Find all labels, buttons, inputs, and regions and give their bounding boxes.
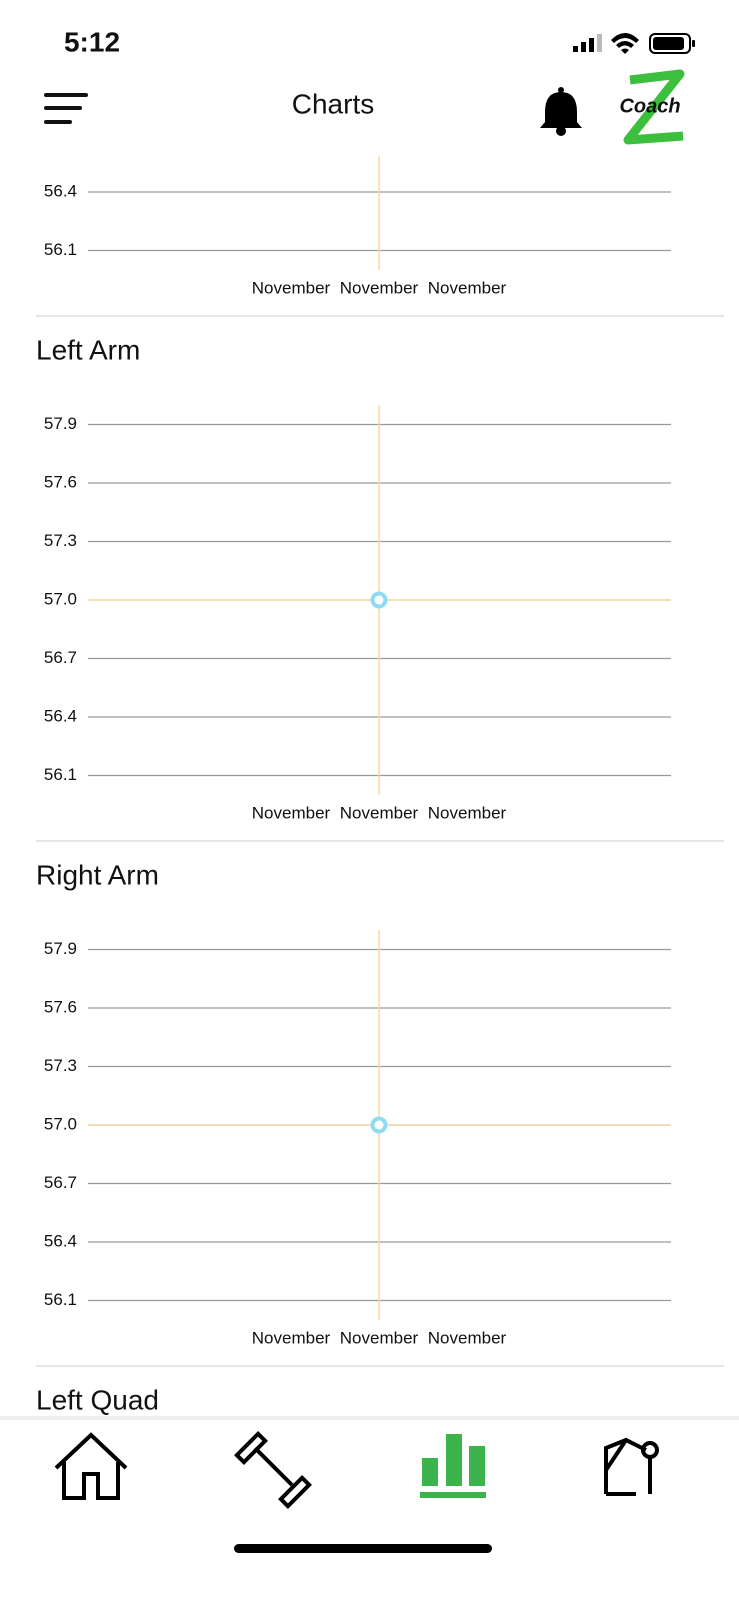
y-tick-label: 56.4: [44, 181, 77, 200]
chart-title: Right Arm: [36, 859, 159, 890]
charts-content: 56.1 56.4 November November November Left Arm…: [36, 0, 724, 1415]
y-tick-label: 57.9: [44, 939, 77, 958]
logo-text: Coach: [619, 95, 680, 117]
y-tick-label: 56.1: [44, 240, 77, 259]
status-icons: [573, 33, 695, 54]
y-tick-label: 56.4: [44, 706, 77, 725]
y-tick-label: 56.7: [44, 1173, 77, 1192]
y-tick-label: 56.1: [44, 1290, 77, 1309]
x-tick-label: November: [428, 278, 507, 297]
y-tick-label: 56.4: [44, 1231, 77, 1250]
workout-tab[interactable]: [234, 1431, 312, 1509]
nutrition-tab[interactable]: [604, 1437, 659, 1496]
x-tick-label: November: [252, 803, 331, 822]
top-bar: 5:12 Charts Coach: [0, 0, 739, 156]
x-tick-label: November: [340, 278, 419, 297]
bottom-nav-bg: [0, 1420, 739, 1600]
y-tick-label: 57.9: [44, 414, 77, 433]
chart-title: Left Arm: [36, 334, 140, 365]
y-tick-label: 57.6: [44, 997, 77, 1016]
x-tick-label: November: [340, 803, 419, 822]
status-time: 5:12: [64, 26, 120, 57]
menu-button[interactable]: [44, 93, 88, 124]
x-tick-label: November: [252, 278, 331, 297]
notification-bell[interactable]: [540, 87, 582, 136]
chart-title: Left Quad: [36, 1384, 159, 1415]
logo: Coach: [619, 69, 685, 145]
screen-title: Charts: [292, 88, 374, 119]
y-tick-label: 57.6: [44, 472, 77, 491]
x-tick-label: November: [428, 1328, 507, 1347]
data-point: [370, 1116, 388, 1134]
data-point: [370, 591, 388, 609]
y-tick-label: 57.0: [44, 589, 77, 608]
y-tick-label: 57.3: [44, 531, 77, 550]
charts-tab[interactable]: [420, 1434, 486, 1498]
top-bar-bg: [0, 0, 739, 156]
bottom-nav: [0, 1416, 739, 1600]
x-tick-label: November: [340, 1328, 419, 1347]
home-indicator: [234, 1544, 492, 1553]
x-tick-label: November: [428, 803, 507, 822]
home-tab[interactable]: [54, 1432, 128, 1500]
y-tick-label: 57.0: [44, 1114, 77, 1133]
y-tick-label: 56.1: [44, 765, 77, 784]
y-tick-label: 57.3: [44, 1056, 77, 1075]
x-tick-label: November: [252, 1328, 331, 1347]
y-tick-label: 56.7: [44, 648, 77, 667]
